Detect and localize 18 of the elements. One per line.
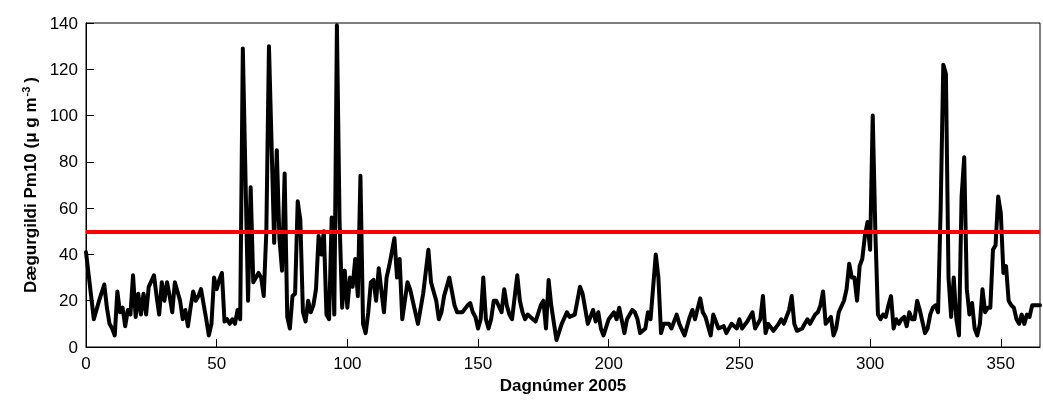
y-tick-label: 120 [49,59,78,79]
y-tick-label: 20 [59,291,78,311]
x-axis-title: Dagnúmer 2005 [499,376,627,395]
x-tick-label: 150 [463,354,493,373]
y-tick-label: 80 [59,152,78,172]
y-tick-label: 0 [68,337,78,357]
y-tick-label: 40 [59,244,78,264]
x-tick-label: 100 [333,354,362,373]
x-tick-label: 350 [986,354,1015,373]
x-tick-label: 50 [207,354,227,373]
y-tick-label: 140 [49,13,78,33]
x-tick-label: 200 [594,354,623,373]
y-tick-label: 100 [49,106,78,126]
x-tick-label: 300 [855,354,885,373]
x-tick-label: 0 [81,354,91,373]
x-tick-label: 250 [725,354,754,373]
y-tick-label: 60 [59,198,78,218]
y-axis-title: Dægurgildi Pm10 (μ g m-3) [20,77,40,293]
